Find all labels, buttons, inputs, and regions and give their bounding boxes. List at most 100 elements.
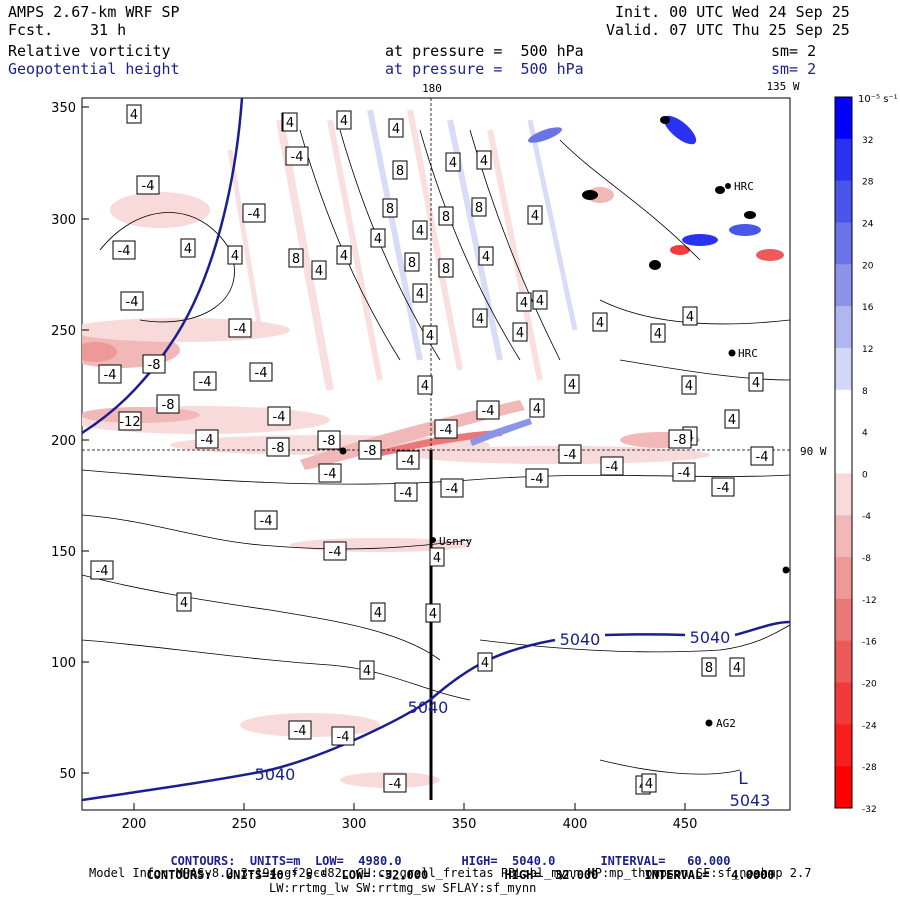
- vort-label-text: 4: [536, 294, 544, 309]
- colorbar-segment: [835, 389, 852, 433]
- vort-label-text: -4: [717, 481, 730, 496]
- vort-contour-label: 4: [527, 205, 543, 225]
- vort-label-box: [90, 560, 114, 580]
- vort-label-box: [317, 430, 341, 450]
- vort-label-box: [412, 283, 428, 303]
- x-tick-label: 250: [232, 817, 257, 832]
- vort-label-text: 8: [386, 202, 394, 217]
- vort-label-text: 8: [442, 210, 450, 225]
- vort-contour-label: 4: [477, 652, 493, 672]
- vort-label-text: 4: [363, 664, 371, 679]
- vort-contours-info: CONTOURS: UNITS=10⁻⁵ s⁻¹ LOW= -32.000: [132, 854, 428, 882]
- vort-contour-label: 8: [701, 657, 717, 677]
- vort-label-box: [388, 118, 404, 138]
- vort-label-box: [193, 371, 217, 391]
- vort-contour-label: 8: [438, 206, 454, 226]
- colorbar-segment: [835, 557, 852, 600]
- vort-label-box: [532, 290, 548, 310]
- vort-label-text: 4: [568, 378, 576, 393]
- vort-neg-shade: [300, 400, 525, 470]
- height-high: HIGH= 5040.0: [461, 854, 556, 868]
- vort-label-text: 4: [416, 224, 424, 239]
- vort-label-text: -4: [294, 724, 307, 739]
- vort-label-text: 4: [315, 264, 323, 279]
- vort-contour-label: -8: [266, 437, 290, 457]
- vort-label-box: [512, 322, 528, 342]
- vort-high-info: HIGH= 32.000: [490, 854, 598, 882]
- vort-neg-shade: [756, 249, 784, 261]
- vort-label-text: -4: [337, 730, 350, 745]
- vort-contour-label: 4: [412, 283, 428, 303]
- x-axis: 200 250 300 350 400 450: [122, 803, 698, 832]
- y-tick-label: 150: [51, 545, 76, 560]
- y-tick-label: 300: [51, 213, 76, 228]
- vort-contour-label: -4: [228, 318, 252, 338]
- vort-label-text: -4: [329, 545, 342, 560]
- vort-label-text: 4: [476, 312, 484, 327]
- vort-contour-label: 4: [512, 322, 528, 342]
- vort-label-text: 4: [374, 606, 382, 621]
- vort-label-text: 4: [392, 122, 400, 137]
- vort-label-box: [404, 252, 420, 272]
- vort-contour-label: -4: [558, 444, 582, 464]
- vort-neg-shade: [82, 342, 117, 362]
- vort-label-text: 8: [475, 201, 483, 216]
- vort-contour-label: -4: [195, 429, 219, 449]
- vort-label-box: [383, 773, 407, 793]
- vort-label-text: 4: [374, 232, 382, 247]
- vort-label-text: 4: [180, 596, 188, 611]
- vort-label-box: [525, 468, 549, 488]
- vort-neg-shade: [670, 245, 690, 255]
- vort-label-text: 4: [520, 296, 528, 311]
- vort-label-text: 4: [429, 607, 437, 622]
- colorbar-label: 0: [862, 470, 868, 480]
- vort-label-box: [711, 477, 735, 497]
- vort-label-box: [516, 292, 532, 312]
- smoothing-height: sm= 2: [771, 60, 817, 78]
- vort-pos-shade: [470, 418, 532, 446]
- x-tick-label: 450: [673, 817, 698, 832]
- vort-label-box: [266, 437, 290, 457]
- vort-label-text: 8: [408, 256, 416, 271]
- vort-label-text: -4: [402, 454, 415, 469]
- station-marker: [430, 537, 436, 543]
- x-tick-label: 400: [563, 817, 588, 832]
- height-label: 5040: [560, 630, 601, 649]
- station-marker: [725, 183, 731, 189]
- vort-label-text: 4: [184, 242, 192, 257]
- vort-interval-info: INTERVAL= 4.0000: [630, 854, 774, 882]
- vort-label-text: 4: [340, 114, 348, 129]
- vort-label-text: 4: [531, 209, 539, 224]
- vort-high: HIGH= 32.000: [504, 868, 599, 882]
- vort-label-text: -4: [234, 322, 247, 337]
- vort-label-text: 4: [286, 116, 294, 131]
- colorbar-segment: [835, 598, 852, 642]
- vort-contour-label: 4: [227, 245, 243, 265]
- vort-label-box: [227, 245, 243, 265]
- vort-contour-label: 4: [370, 228, 386, 248]
- vort-contour-label: -4: [525, 468, 549, 488]
- vort-neg-shade: [110, 192, 210, 228]
- vort-label-text: 4: [130, 108, 138, 123]
- vort-label-text: -4: [104, 368, 117, 383]
- vort-label-text: -4: [126, 295, 139, 310]
- vort-label-box: [370, 602, 386, 622]
- model-info: Model Info: MPASv8.2.3-194-gf29cd82c CU:…: [89, 866, 812, 880]
- vort-label-text: 4: [686, 310, 694, 325]
- vort-label-box: [331, 726, 355, 746]
- vort-contour-label: 8: [392, 160, 408, 180]
- vort-label-box: [412, 220, 428, 240]
- vort-contour-label: 8: [382, 198, 398, 218]
- vort-label-text: -4: [291, 150, 304, 165]
- init-time: Init. 00 UTC Wed 24 Sep 25: [615, 3, 850, 21]
- colorbar-label: 20: [862, 261, 874, 271]
- vort-label-box: [672, 462, 696, 482]
- colorbar-segment: [835, 473, 852, 516]
- y-tick-label: 50: [59, 767, 76, 782]
- vort-label-text: -8: [272, 441, 285, 456]
- vort-contour-label: -4: [249, 362, 273, 382]
- vort-contour-label: -4: [476, 400, 500, 420]
- valid-time: Valid. 07 UTC Thu 25 Sep 25: [606, 21, 850, 39]
- pressure-height: at pressure = 500 hPa: [385, 60, 584, 78]
- vort-contour-label: -4: [318, 463, 342, 483]
